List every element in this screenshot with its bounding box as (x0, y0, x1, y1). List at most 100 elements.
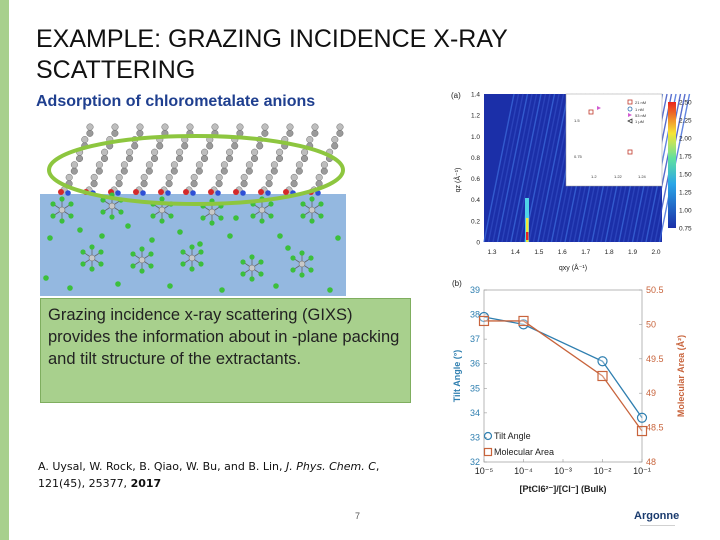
left-tick-label: 39 (470, 285, 480, 295)
legend-area-marker (483, 447, 493, 457)
colorbar-tick: 2.00 (679, 136, 692, 143)
citation: A. Uysal, W. Rock, B. Qiao, W. Bu, and B… (38, 458, 388, 492)
inset-x-tick-1: 1.22 (614, 174, 623, 179)
right-axis-label: Molecular Area (Å²) (676, 335, 686, 417)
inset-legend-1: 1 nM (635, 107, 644, 112)
inset-point-1 (597, 106, 601, 110)
molecular-area-point (597, 370, 608, 382)
tilt-angle-line (483, 316, 643, 419)
panel-b-label: (b) (452, 279, 462, 288)
chlorometalate-ions (43, 192, 341, 293)
chart-series (478, 311, 648, 437)
heatmap-x-ticks: 1.3 1.4 1.5 1.6 1.7 1.8 1.9 2.0 (487, 249, 660, 256)
colorbar-tick: 2.50 (679, 100, 692, 107)
heatmap-y-tick: 0.8 (471, 155, 480, 162)
page-number: 7 (355, 511, 361, 521)
ptcl6-ion (130, 246, 154, 274)
tilt-angle-point (636, 412, 648, 423)
slide-title: EXAMPLE: GRAZING INCIDENCE X-RAY SCATTER… (36, 25, 508, 84)
chloride-ion (285, 245, 291, 251)
heatmap-y-tick: 0 (476, 240, 480, 247)
ptcl6-ion (240, 254, 264, 282)
inset-y-tick-1: 0.75 (574, 154, 583, 159)
chloride-ion (167, 283, 173, 289)
chloride-ion (77, 227, 83, 233)
chloride-ion (233, 215, 239, 221)
x-tick-label: 10⁻¹ (633, 466, 651, 476)
x-tick-label: 10⁻² (594, 466, 612, 476)
chloride-ion (273, 283, 279, 289)
heatmap-y-tick: 0.2 (471, 218, 480, 225)
inset-legend-3: 1 μM (635, 119, 644, 124)
chloride-ion (67, 285, 73, 291)
inset-y-tick-0: 1.5 (574, 118, 580, 123)
chloride-ion (227, 233, 233, 239)
citation-authors: A. Uysal, W. Rock, B. Qiao, W. Bu, and B… (38, 460, 287, 473)
chloride-ion (197, 241, 203, 247)
ptcl6-ion (290, 250, 314, 278)
molecular-area-point (518, 315, 529, 327)
heatmap-x-tick: 1.8 (605, 249, 614, 256)
inset-legend-2: 53 nM (635, 113, 646, 118)
molecular-area-point (636, 425, 648, 437)
heatmap-y-tick: 0.4 (471, 197, 480, 204)
citation-rest: , 121(45), 25377, (38, 460, 380, 490)
right-tick-label: 48.5 (646, 423, 664, 433)
colorbar (668, 102, 676, 228)
right-tick-label: 49.5 (646, 354, 664, 364)
colorbar-tick: 2.25 (679, 118, 692, 125)
right-tick-label: 48 (646, 457, 656, 467)
tilt-angle-point (597, 356, 608, 367)
right-tick-label: 50 (646, 319, 656, 329)
heatmap-inset (565, 93, 663, 187)
citation-journal: J. Phys. Chem. C (286, 460, 376, 473)
chloride-ion (335, 235, 341, 241)
heatmap-y-label: qz (Å⁻¹) (453, 168, 462, 193)
heatmap-y-tick: 1.4 (471, 92, 480, 99)
left-axis-ticks: 39 38 37 36 35 34 33 32 (470, 285, 487, 467)
left-axis-label: Tilt Angle (°) (452, 350, 462, 403)
ptcl6-ion (300, 196, 324, 224)
inset-legend-marker-0 (627, 99, 633, 105)
heatmap-x-tick: 2.0 (651, 249, 660, 256)
right-axis-ticks: 50.5 50 49.5 49 48.5 48 (639, 285, 664, 467)
legend-tilt-label: Tilt Angle (494, 431, 531, 441)
inset-legend-marker-2 (628, 113, 632, 117)
left-tick-label: 38 (470, 310, 480, 320)
highlight-ellipse (47, 134, 345, 206)
citation-year: 2017 (130, 477, 162, 490)
heatmap-y-tick: 0.6 (471, 176, 480, 183)
x-tick-label: 10⁻⁵ (475, 466, 494, 476)
left-tick-label: 37 (470, 334, 480, 344)
heatmap-x-tick: 1.3 (487, 249, 496, 256)
panel-a-label: (a) (451, 91, 461, 100)
heatmap-y-ticks: 0 0.2 0.4 0.6 0.8 1.0 1.2 1.4 (471, 92, 480, 247)
right-tick-label: 50.5 (646, 285, 664, 295)
ptcl6-ion (50, 196, 74, 224)
legend-tilt-marker (483, 431, 493, 441)
heatmap-y-tick: 1.2 (471, 113, 480, 120)
heatmap-x-tick: 1.5 (534, 249, 543, 256)
extractant-chains (58, 123, 344, 196)
heatmap-y-tick: 1.0 (471, 134, 480, 141)
left-tick-label: 32 (470, 457, 480, 467)
heatmap-x-tick: 1.6 (558, 249, 567, 256)
molecular-area-point (478, 315, 490, 327)
left-tick-label: 34 (470, 408, 480, 418)
heatmap-peak-core (526, 232, 529, 240)
argonne-logo: Argonne (634, 510, 680, 522)
colorbar-tick: 1.75 (679, 154, 692, 161)
x-axis-ticks: 10⁻⁵ 10⁻⁴ 10⁻³ 10⁻² 10⁻¹ (475, 459, 651, 476)
chloride-ion (219, 287, 225, 293)
x-tick-label: 10⁻⁴ (514, 466, 533, 476)
extractant-molecule (133, 123, 169, 196)
extractant-molecule (233, 123, 269, 196)
gixs-description-text: Grazing incidence x-ray scattering (GIXS… (48, 306, 400, 368)
molecule-illustration (40, 123, 346, 296)
chloride-ion (125, 223, 131, 229)
chloride-ion (149, 237, 155, 243)
inset-legend-0: 21 nM (635, 100, 646, 105)
heatmap-x-tick: 1.9 (628, 249, 637, 256)
slide-subtitle: Adsorption of chlorometalate anions (36, 93, 316, 110)
inset-x-tick-2: 1.24 (638, 174, 647, 179)
